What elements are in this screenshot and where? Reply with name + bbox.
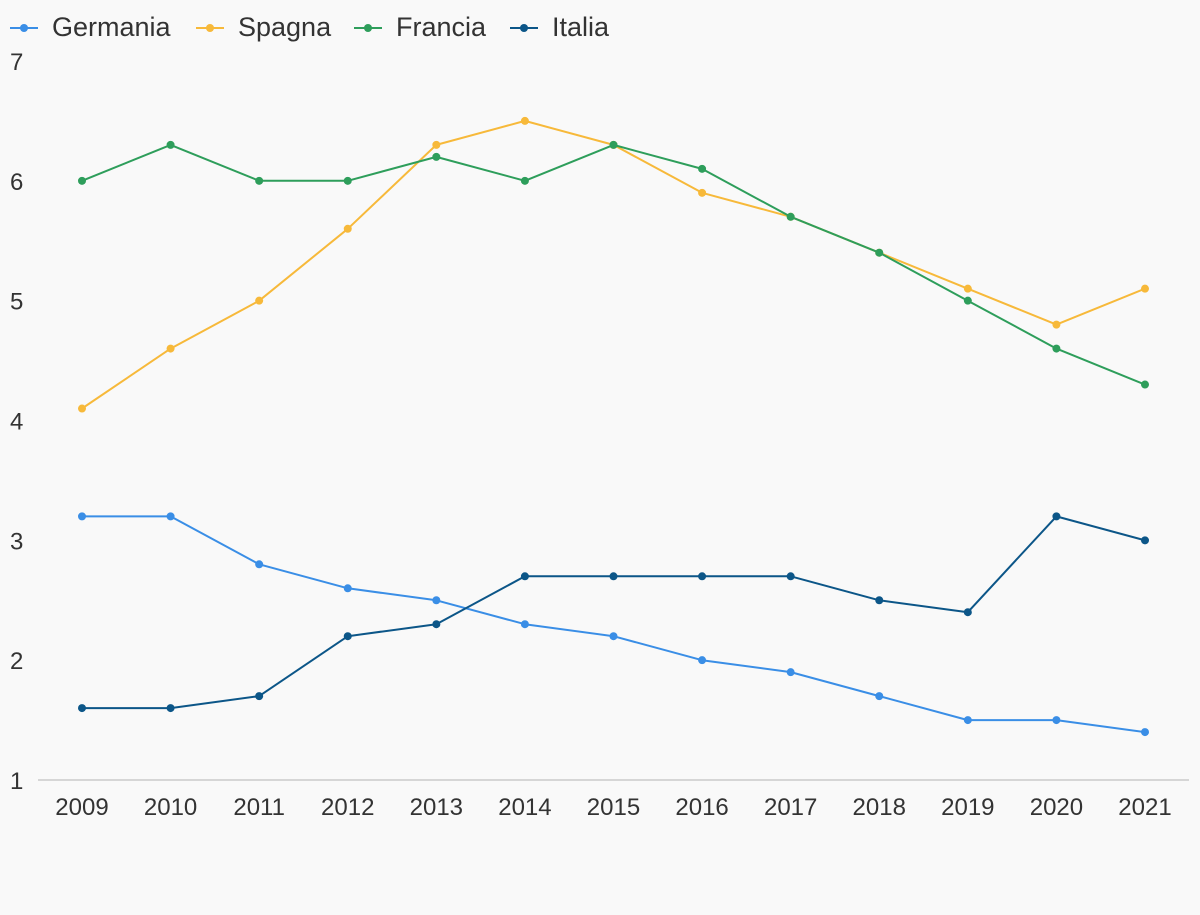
data-point[interactable] xyxy=(963,296,972,305)
legend-item-italia[interactable]: Italia xyxy=(510,12,610,42)
series-italia xyxy=(78,512,1149,713)
legend-label: Spagna xyxy=(238,12,332,42)
plot-series xyxy=(78,116,1149,737)
data-point[interactable] xyxy=(78,176,86,185)
y-tick-label: 7 xyxy=(10,49,23,76)
data-point[interactable] xyxy=(609,632,618,641)
x-tick-label: 2009 xyxy=(55,794,108,821)
series-line-germania xyxy=(82,515,1146,734)
legend-item-spagna[interactable]: Spagna xyxy=(196,12,332,42)
x-tick-label: 2019 xyxy=(941,794,994,821)
y-tick-label: 6 xyxy=(10,169,23,196)
x-tick-label: 2017 xyxy=(764,794,817,821)
data-point[interactable] xyxy=(432,596,441,605)
data-point[interactable] xyxy=(432,152,441,161)
data-point[interactable] xyxy=(963,716,972,725)
y-tick-label: 2 xyxy=(10,648,23,675)
legend-swatch-marker xyxy=(364,24,372,32)
data-point[interactable] xyxy=(786,212,795,221)
data-point[interactable] xyxy=(255,176,264,185)
data-point[interactable] xyxy=(78,704,86,713)
data-point[interactable] xyxy=(875,596,884,605)
data-point[interactable] xyxy=(432,620,441,629)
legend-swatch-marker xyxy=(206,24,214,32)
data-point[interactable] xyxy=(609,140,618,149)
series-line-francia xyxy=(81,143,1146,386)
data-point[interactable] xyxy=(520,116,529,125)
data-point[interactable] xyxy=(343,632,352,641)
y-axis: 1 2 3 4 5 6 7 xyxy=(10,49,23,795)
data-point[interactable] xyxy=(786,668,795,677)
x-tick-label: 2015 xyxy=(587,794,640,821)
data-point[interactable] xyxy=(1052,320,1061,329)
data-point[interactable] xyxy=(166,512,175,521)
x-tick-label: 2016 xyxy=(675,794,728,821)
data-point[interactable] xyxy=(698,656,707,665)
data-point[interactable] xyxy=(1052,716,1061,725)
data-point[interactable] xyxy=(255,692,264,701)
data-point[interactable] xyxy=(78,512,86,521)
data-point[interactable] xyxy=(343,224,352,233)
data-point[interactable] xyxy=(963,608,972,617)
x-tick-label: 2013 xyxy=(410,794,463,821)
data-point[interactable] xyxy=(1141,536,1149,545)
data-point[interactable] xyxy=(1141,284,1149,293)
series-francia xyxy=(78,140,1149,389)
data-point[interactable] xyxy=(255,296,264,305)
series-germania xyxy=(78,512,1149,737)
data-point[interactable] xyxy=(520,176,529,185)
legend-item-francia[interactable]: Francia xyxy=(354,12,487,42)
data-point[interactable] xyxy=(432,140,441,149)
data-point[interactable] xyxy=(875,248,884,257)
data-point[interactable] xyxy=(520,572,529,581)
data-point[interactable] xyxy=(520,620,529,629)
data-point[interactable] xyxy=(1052,344,1061,353)
data-point[interactable] xyxy=(963,284,972,293)
y-tick-label: 5 xyxy=(10,289,23,316)
legend-label: Italia xyxy=(552,12,610,42)
x-tick-label: 2011 xyxy=(233,794,285,821)
legend: Germania Spagna Francia Italia xyxy=(10,12,610,42)
data-point[interactable] xyxy=(343,176,352,185)
data-point[interactable] xyxy=(609,572,618,581)
legend-swatch-marker xyxy=(20,24,28,32)
x-tick-label: 2018 xyxy=(853,794,906,821)
legend-label: Francia xyxy=(396,12,487,42)
data-point[interactable] xyxy=(698,164,707,173)
data-point[interactable] xyxy=(698,188,707,197)
data-point[interactable] xyxy=(1052,512,1061,521)
x-axis: 2009 2010 2011 2012 2013 2014 2015 2016 2017 2018… xyxy=(38,779,1189,821)
data-point[interactable] xyxy=(166,704,175,713)
data-point[interactable] xyxy=(1141,728,1149,737)
x-tick-label: 2020 xyxy=(1030,794,1083,821)
x-tick-label: 2021 xyxy=(1118,794,1171,821)
data-point[interactable] xyxy=(875,692,884,701)
y-tick-label: 3 xyxy=(10,528,23,555)
legend-item-germania[interactable]: Germania xyxy=(10,12,172,42)
data-point[interactable] xyxy=(255,560,264,569)
x-tick-label: 2014 xyxy=(498,794,551,821)
legend-swatch-marker xyxy=(520,24,528,32)
y-tick-label: 4 xyxy=(10,409,23,436)
data-point[interactable] xyxy=(1141,380,1149,389)
x-tick-label: 2012 xyxy=(321,794,374,821)
legend-label: Germania xyxy=(52,12,172,42)
series-line-italia xyxy=(82,515,1146,710)
data-point[interactable] xyxy=(786,572,795,581)
data-point[interactable] xyxy=(166,140,175,149)
data-point[interactable] xyxy=(166,344,175,353)
data-point[interactable] xyxy=(78,404,86,413)
series-line-spagna xyxy=(81,119,1146,410)
y-tick-label: 1 xyxy=(10,768,23,795)
data-point[interactable] xyxy=(698,572,707,581)
data-point[interactable] xyxy=(343,584,352,593)
x-tick-label: 2010 xyxy=(144,794,197,821)
series-spagna xyxy=(78,116,1149,413)
